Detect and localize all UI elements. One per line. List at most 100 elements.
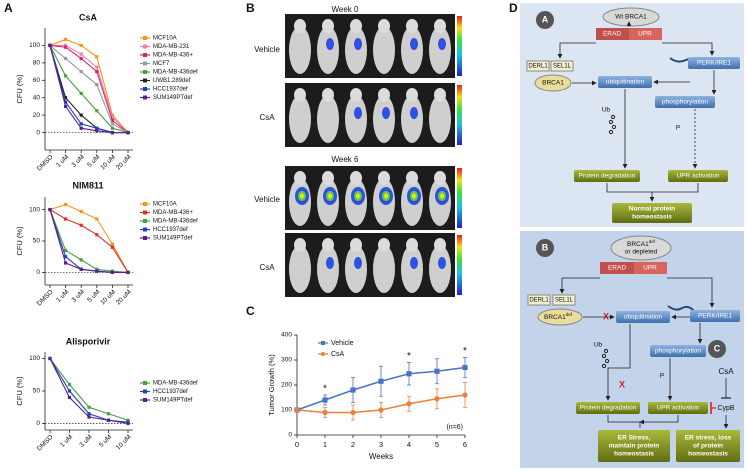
block-mark: X bbox=[603, 311, 609, 321]
signal bbox=[440, 193, 444, 199]
node-label: UPR activation bbox=[677, 173, 720, 180]
y-tick-label: 300 bbox=[281, 357, 292, 364]
color-scale bbox=[457, 168, 462, 228]
point bbox=[79, 126, 83, 130]
point bbox=[110, 130, 114, 135]
point bbox=[64, 261, 68, 265]
week-label: Week 0 bbox=[332, 5, 360, 14]
legend-marker bbox=[321, 352, 325, 356]
x-axis-label: Weeks bbox=[369, 452, 393, 461]
y-tick-label: 100 bbox=[281, 407, 292, 414]
mouse bbox=[429, 26, 451, 74]
node bbox=[634, 262, 667, 274]
legend-label: SUM149PTdef bbox=[153, 398, 193, 404]
point bbox=[406, 371, 412, 377]
x-tick-label: 1 uM bbox=[55, 289, 70, 304]
point bbox=[64, 45, 68, 49]
point bbox=[79, 113, 83, 117]
point bbox=[87, 405, 91, 409]
node-label: CsA bbox=[718, 367, 734, 376]
mouse-head bbox=[434, 88, 446, 102]
y-axis-label: CFU (%) bbox=[15, 376, 24, 406]
y-tick-label: 50 bbox=[33, 238, 41, 245]
point bbox=[462, 392, 468, 398]
y-tick-label: 200 bbox=[281, 382, 292, 389]
point bbox=[79, 56, 83, 61]
point bbox=[106, 418, 111, 422]
x-tick-label: DMSO bbox=[36, 154, 55, 173]
node bbox=[600, 262, 634, 274]
node-label: ubiquitination bbox=[624, 314, 663, 321]
node-label: PERK/IRE1 bbox=[697, 60, 731, 67]
mouse-head bbox=[406, 19, 418, 33]
y-axis-label: Tumor Growth (%) bbox=[267, 354, 276, 416]
legend-marker bbox=[143, 210, 147, 215]
mouse-head bbox=[350, 19, 362, 33]
node-label: Wt BRCA1 bbox=[615, 14, 647, 21]
mouse-head bbox=[406, 88, 418, 102]
y-tick-label: 0 bbox=[36, 269, 40, 276]
point bbox=[64, 37, 68, 41]
legend-label: MCF10A bbox=[153, 36, 177, 42]
node bbox=[574, 170, 640, 182]
image bbox=[285, 83, 455, 147]
node-label: homeostasis bbox=[614, 451, 654, 458]
signal bbox=[326, 38, 334, 50]
node bbox=[534, 74, 572, 92]
point bbox=[87, 415, 91, 419]
node bbox=[598, 76, 652, 88]
color-scale bbox=[457, 235, 462, 295]
mouse-head bbox=[322, 171, 334, 185]
node bbox=[690, 310, 740, 322]
point bbox=[294, 407, 300, 413]
mouse bbox=[429, 95, 451, 143]
node-label: Protein degradation bbox=[580, 405, 637, 412]
point bbox=[64, 56, 68, 61]
legend-label: SUM149PTdef bbox=[153, 95, 193, 101]
legend-marker bbox=[143, 78, 147, 83]
signal bbox=[410, 257, 418, 269]
node-label: phosphorylation bbox=[655, 348, 701, 355]
x-tick-label: 1 uM bbox=[59, 434, 74, 449]
y-tick-label: 100 bbox=[29, 206, 40, 213]
series-line bbox=[49, 209, 128, 273]
node-label: PERK/IRE1 bbox=[698, 313, 732, 320]
legend-label: SUM149PTdef bbox=[153, 236, 193, 242]
legend-marker bbox=[321, 341, 325, 345]
node-label: P bbox=[660, 373, 664, 380]
point bbox=[434, 368, 440, 374]
point bbox=[48, 207, 52, 212]
point bbox=[79, 69, 83, 74]
node-label: UPR bbox=[638, 31, 652, 38]
mouse-head bbox=[434, 171, 446, 185]
legend-marker bbox=[143, 381, 147, 385]
legend-marker bbox=[143, 44, 147, 49]
node-label: homeostasis bbox=[632, 214, 672, 221]
x-tick-label: DMSO bbox=[36, 289, 55, 308]
series-line bbox=[49, 209, 129, 273]
signal bbox=[410, 107, 418, 119]
imaging-panel: Week 0 Week 6 Vehicle CsA Vehicle CsA bbox=[254, 5, 359, 272]
legend-label: Vehicle bbox=[331, 340, 354, 347]
legend-marker bbox=[143, 87, 147, 91]
point bbox=[64, 96, 68, 100]
y-axis-label: CFU (%) bbox=[15, 74, 24, 104]
point bbox=[95, 126, 99, 130]
chart-title: Alisporivir bbox=[66, 336, 111, 346]
legend-marker bbox=[143, 219, 147, 223]
mouse bbox=[401, 95, 423, 143]
color-scale bbox=[457, 85, 462, 145]
point bbox=[79, 209, 83, 214]
y-tick-label: 40 bbox=[33, 94, 41, 101]
mouse-head bbox=[406, 171, 418, 185]
panel-label: A bbox=[4, 1, 13, 15]
node bbox=[552, 294, 576, 306]
point bbox=[67, 382, 72, 387]
node-label: ER Stress, bbox=[618, 435, 651, 442]
node-label: def bbox=[649, 239, 656, 244]
badge-label: B bbox=[542, 242, 549, 252]
point bbox=[95, 65, 99, 69]
node bbox=[526, 60, 550, 72]
mouse-head bbox=[350, 238, 362, 252]
node-label: BRCA1 bbox=[544, 314, 566, 321]
